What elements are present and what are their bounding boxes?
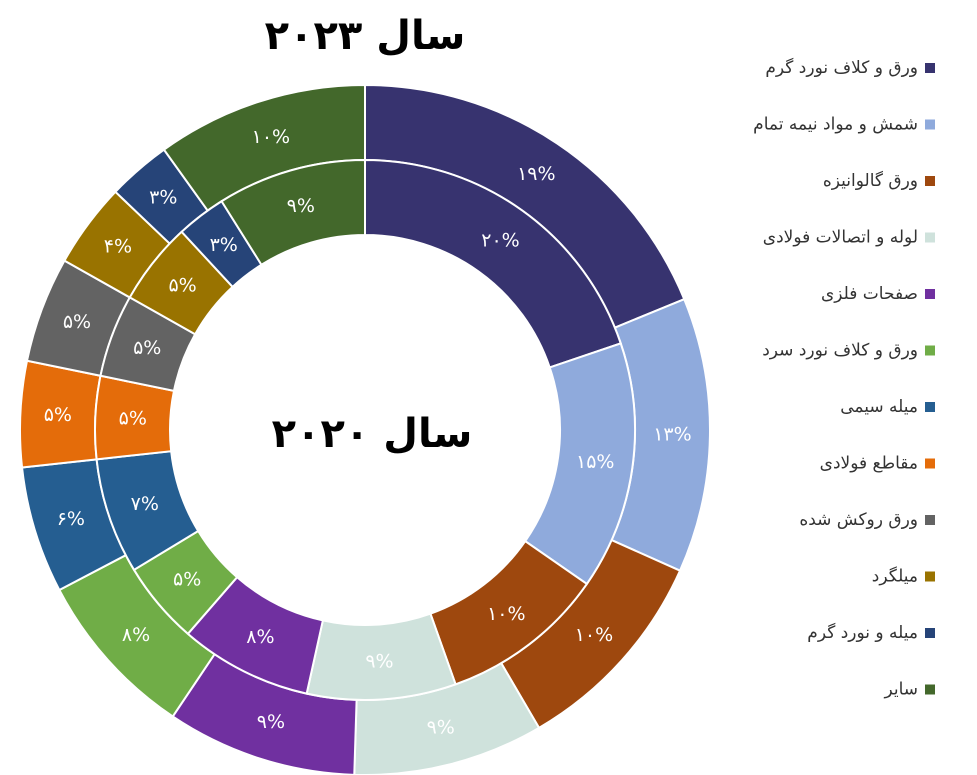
legend-swatch [925, 628, 935, 638]
donut-slice [220, 158, 366, 267]
legend-swatch [925, 571, 935, 582]
legend-label: ورق گالوانیزه [823, 170, 918, 191]
legend-swatch [925, 232, 935, 243]
legend-label: لوله و اتصالات فولادی [763, 228, 918, 248]
legend-swatch [925, 515, 935, 525]
legend-label: میله و نورد گرم [807, 622, 918, 643]
data-label: ۱۳% [653, 423, 691, 445]
data-label: ۳% [149, 186, 177, 208]
data-label: ۵% [63, 311, 91, 333]
data-label: ۷% [131, 493, 159, 515]
legend-label: سایر [883, 680, 918, 700]
data-label: ۵% [173, 568, 201, 590]
legend-label: مقاطع فولادی [820, 454, 918, 474]
data-label: ۵% [44, 404, 72, 426]
data-label: ۱۰% [575, 624, 613, 646]
data-label: ۴% [104, 235, 132, 257]
data-label: ۵% [119, 408, 147, 430]
data-label: ۱۰% [487, 603, 525, 625]
data-label: ۹% [287, 195, 315, 217]
data-label: ۹% [427, 717, 455, 739]
legend-label: صفحات فلزی [821, 284, 918, 304]
data-label: ۹% [365, 651, 393, 673]
legend-swatch [925, 63, 935, 73]
legend-swatch [925, 345, 935, 356]
legend-swatch [925, 458, 935, 469]
data-label: ۱۰% [252, 126, 290, 148]
legend-label: شمش و مواد نیمه تمام [753, 115, 918, 135]
data-label: ۵% [168, 274, 196, 296]
data-label: ۸% [246, 626, 274, 648]
data-label: ۸% [122, 624, 150, 646]
legend-swatch [925, 119, 935, 130]
legend-label: ورق و کلاف نورد گرم [765, 57, 918, 78]
legend-label: ورق روکش شده [799, 510, 918, 530]
legend-label: ورق و کلاف نورد سرد [762, 341, 918, 361]
data-label: ۶% [57, 508, 85, 530]
legend-swatch [925, 402, 935, 412]
data-label: ۳% [210, 234, 238, 256]
data-label: ۱۹% [517, 163, 555, 185]
outer-ring-title: سال ۲۰۲۳ [265, 13, 466, 59]
legend-swatch [925, 684, 935, 695]
legend-label: میلگرد [872, 566, 918, 587]
legend-swatch [925, 176, 935, 186]
legend-swatch [925, 289, 935, 299]
legend-label: میله سیمی [840, 397, 918, 417]
data-label: ۵% [133, 337, 161, 359]
data-label: ۲۰% [481, 230, 519, 252]
data-label: ۹% [257, 711, 285, 733]
data-label: ۱۵% [576, 451, 614, 473]
inner-ring-title: سال ۲۰۲۰ [272, 411, 473, 457]
